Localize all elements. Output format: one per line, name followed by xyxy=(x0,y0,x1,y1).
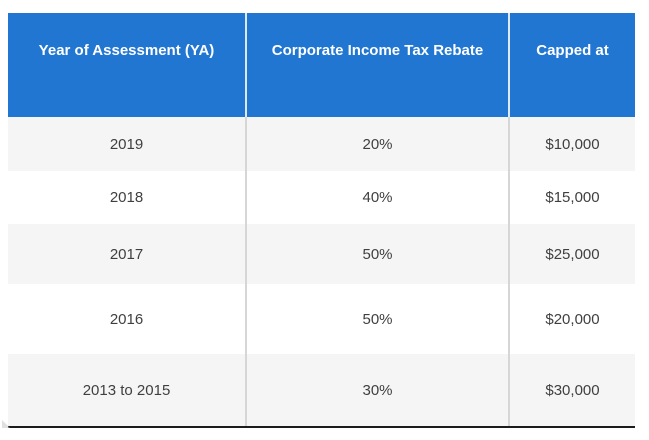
cell-ya: 2013 to 2015 xyxy=(8,354,247,428)
cell-rebate: 20% xyxy=(246,117,510,171)
cell-ya: 2018 xyxy=(8,171,247,224)
cell-ya: 2016 xyxy=(8,284,247,354)
column-header-rebate: Corporate Income Tax Rebate xyxy=(246,13,510,117)
cell-ya: 2017 xyxy=(8,224,247,284)
table-row: 2018 40% $15,000 xyxy=(8,171,635,224)
cell-ya: 2019 xyxy=(8,117,247,171)
cell-cap: $10,000 xyxy=(545,135,600,153)
corporate-income-tax-rebate-table: Year of Assessment (YA) Corporate Income… xyxy=(8,13,635,428)
table-body: 2019 20% $10,000 2018 40% $15,000 2017 5… xyxy=(8,117,635,428)
cell-rebate: 40% xyxy=(246,171,510,224)
header-row: Year of Assessment (YA) Corporate Income… xyxy=(8,13,635,117)
table-header: Year of Assessment (YA) Corporate Income… xyxy=(8,13,635,117)
cell-rebate: 30% xyxy=(246,354,510,428)
cell-cap: $30,000 xyxy=(509,354,635,428)
cell-cap: $20,000 xyxy=(545,310,600,328)
cell-rebate: 50% xyxy=(246,224,510,284)
cell-rebate: 50% xyxy=(246,284,510,354)
table-row: 2017 50% $25,000 xyxy=(8,224,635,284)
resize-handle-icon xyxy=(2,420,10,428)
table-row: 2013 to 2015 30% $30,000 xyxy=(8,354,635,428)
table-row: 2019 20% $10,000 xyxy=(8,117,635,171)
table-row: 2016 50% $20,000 xyxy=(8,284,635,354)
cell-cap: $15,000 xyxy=(545,189,600,206)
cell-cap: $25,000 xyxy=(545,245,600,263)
column-header-year-of-assessment: Year of Assessment (YA) xyxy=(8,13,247,117)
column-header-capped-at: Capped at xyxy=(509,13,635,117)
